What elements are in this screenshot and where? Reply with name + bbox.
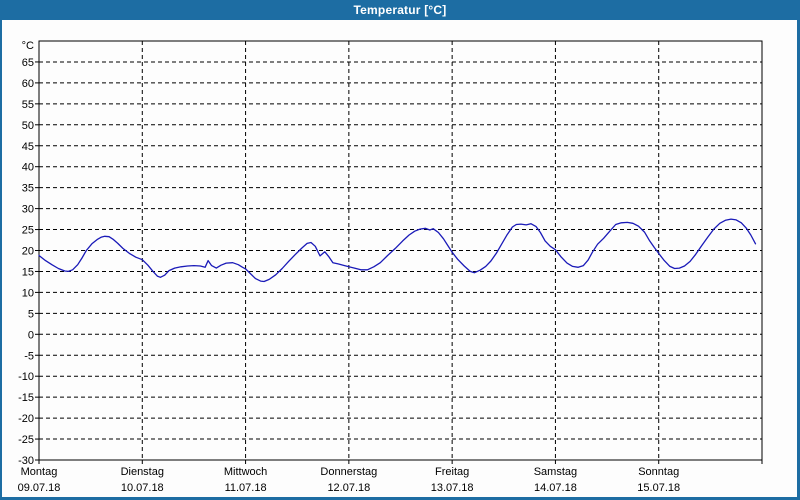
window-border-bottom [0,497,800,500]
y-tick-label: -20 [18,413,34,425]
y-tick-label: 10 [22,287,34,299]
y-tick-label: 20 [22,246,34,258]
x-day-date-label: 14.07.18 [534,482,577,494]
temperature-line [38,218,757,283]
x-day-date-label: 13.07.18 [431,482,474,494]
y-tick-label: 50 [22,120,34,132]
y-tick-label: 15 [22,266,34,278]
y-tick-label: 0 [28,329,34,341]
y-tick-label: 30 [22,204,34,216]
y-axis-unit-label: °C [22,40,34,52]
x-day-date-label: 12.07.18 [327,482,370,494]
x-day-name-label: Sonntag [638,466,679,478]
window-border-left [0,0,2,500]
y-tick-label: 40 [22,162,34,174]
x-day-date-label: 10.07.18 [121,482,164,494]
window-titlebar[interactable]: Temperatur [°C] [0,0,800,20]
x-day-name-label: Freitag [435,466,469,478]
x-day-date-label: 11.07.18 [225,482,267,494]
x-day-name-label: Donnerstag [320,466,377,478]
y-tick-label: 60 [22,78,34,90]
window-title: Temperatur [°C] [353,3,447,17]
y-tick-label: 45 [22,141,34,153]
x-day-name-label: Montag [21,466,58,478]
x-day-date-label: 15.07.18 [637,482,680,494]
y-tick-label: 25 [22,225,34,237]
y-tick-label: 35 [22,183,34,195]
y-tick-label: -5 [24,350,34,362]
y-tick-label: -15 [18,392,34,404]
y-tick-label: -10 [18,371,34,383]
x-day-name-label: Samstag [534,466,577,478]
y-tick-label: 55 [22,99,34,111]
plot-frame [38,40,763,461]
y-tick-label: -25 [18,434,34,446]
y-tick-label: -30 [18,455,34,467]
x-day-name-label: Mittwoch [224,466,267,478]
window-border-right [797,0,800,500]
x-day-name-label: Dienstag [121,466,164,478]
y-tick-label: 5 [28,308,34,320]
x-day-date-label: 09.07.18 [18,482,61,494]
y-tick-label: 65 [22,57,34,69]
